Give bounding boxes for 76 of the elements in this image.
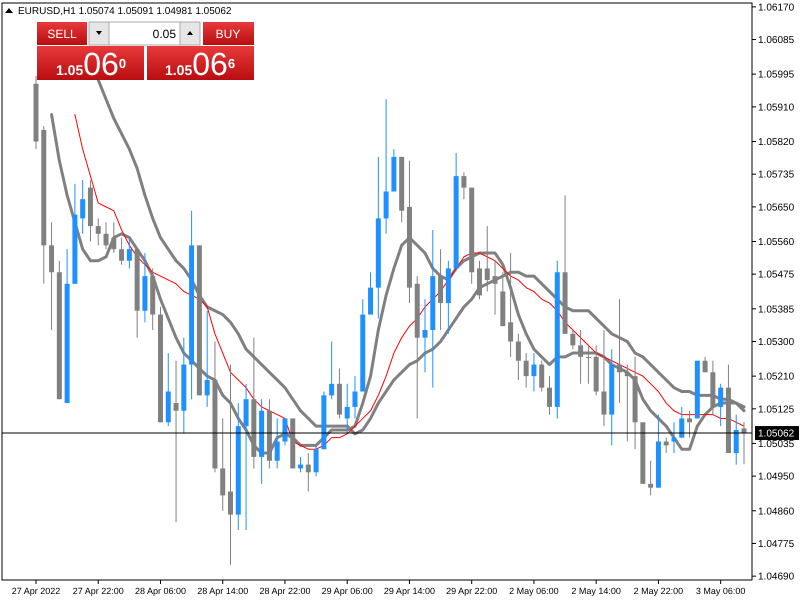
candlestick xyxy=(508,252,514,358)
x-tick-label: 29 Apr 22:00 xyxy=(446,586,498,596)
y-tick-label: 1.05650 xyxy=(758,202,795,214)
candlestick xyxy=(624,364,630,442)
candlestick xyxy=(119,237,124,266)
x-tick-label: 29 Apr 06:00 xyxy=(322,586,373,596)
y-tick-label: 1.04775 xyxy=(758,538,795,550)
y-tick-label: 1.05475 xyxy=(758,270,795,281)
y-tick-label: 1.05300 xyxy=(758,337,795,348)
candlestick xyxy=(329,341,334,400)
y-tick-label: 1.05385 xyxy=(758,304,795,316)
x-tick-label: 29 Apr 14:00 xyxy=(384,586,435,596)
candlestick xyxy=(516,333,521,380)
candlestick xyxy=(531,352,536,392)
candlestick xyxy=(492,260,498,316)
x-tick-label: 28 Apr 14:00 xyxy=(197,586,248,596)
x-tick-label: 27 Apr 2022 xyxy=(12,586,60,596)
candlestick xyxy=(484,226,490,292)
candlestick xyxy=(274,418,280,469)
candlestick xyxy=(734,414,739,466)
candlestick xyxy=(718,383,724,427)
candlestick xyxy=(578,329,584,384)
candlestick xyxy=(664,437,669,454)
annotation: 0.05 xyxy=(152,27,176,41)
y-tick-label: 1.06085 xyxy=(758,35,795,46)
y-tick-label: 1.06170 xyxy=(758,2,795,14)
candlestick xyxy=(648,460,654,496)
y-tick-label: 1.05035 xyxy=(758,438,795,450)
x-tick-label: 2 May 14:00 xyxy=(571,586,621,596)
ref-line-label: 1.05062 xyxy=(758,428,795,440)
candlestick xyxy=(126,237,132,269)
y-tick-label: 1.05125 xyxy=(758,404,795,416)
candlestick xyxy=(570,329,576,350)
y-tick-label: 1.04950 xyxy=(758,472,795,483)
x-tick-label: 3 May 06:00 xyxy=(696,586,746,596)
candlestick xyxy=(586,344,591,384)
annotation: 1.0506$^{6}$ xyxy=(165,46,236,82)
x-tick-label: 28 Apr 22:00 xyxy=(259,586,310,596)
x-tick-label: 2 May 22:00 xyxy=(634,586,684,596)
y-tick-label: 1.05820 xyxy=(758,136,795,148)
candlestick xyxy=(298,456,304,473)
candlestick xyxy=(204,310,210,408)
candlestick xyxy=(601,329,606,427)
candlestick xyxy=(687,410,692,438)
candlestick xyxy=(702,356,708,373)
y-tick-label: 1.05560 xyxy=(758,236,795,248)
candlestick xyxy=(461,172,466,200)
candlestick xyxy=(617,298,622,404)
candlestick xyxy=(111,222,116,254)
candlestick xyxy=(306,452,311,492)
candlestick xyxy=(174,360,179,523)
annotation: 1.0506$^{0}$ xyxy=(56,46,126,82)
x-tick-label: 2 May 06:00 xyxy=(509,586,559,596)
candlestick xyxy=(524,352,529,388)
candlestick xyxy=(80,179,86,234)
candlestick xyxy=(344,383,350,434)
candlestick xyxy=(679,406,684,438)
x-tick-label: 27 Apr 22:00 xyxy=(72,586,124,596)
y-tick-label: 1.05995 xyxy=(758,70,795,81)
y-tick-label: 1.04860 xyxy=(758,506,795,518)
chart-title: EURUSD,H1 1.05074 1.05091 1.04981 1.05062 xyxy=(18,6,232,17)
x-tick-label: 28 Apr 06:00 xyxy=(134,586,186,596)
candlestick xyxy=(546,376,552,416)
y-tick-label: 1.05735 xyxy=(758,170,795,181)
annotation: BUY xyxy=(216,27,240,41)
candlestick xyxy=(422,298,428,373)
candlestick xyxy=(104,222,109,250)
annotation: SELL xyxy=(47,27,77,41)
candlestick xyxy=(352,376,358,419)
y-tick-label: 1.05910 xyxy=(758,102,795,114)
candlestick xyxy=(671,422,676,454)
candlestick xyxy=(539,360,544,392)
candlestick xyxy=(314,444,319,477)
candlestick xyxy=(96,218,101,246)
y-tick-label: 1.05210 xyxy=(758,372,795,383)
y-tick-label: 1.04690 xyxy=(758,572,795,583)
